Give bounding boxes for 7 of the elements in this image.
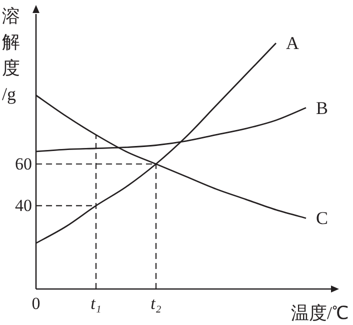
xlabel: 温度/℃ [290,303,349,323]
x-tick: 0 [32,294,40,313]
y-tick: 60 [15,154,32,174]
y-tick: 40 [15,196,32,216]
ylabel: 溶解度/g [2,6,20,104]
x-tick: t₁ [90,294,102,313]
x-tick: t₂ [150,294,162,313]
